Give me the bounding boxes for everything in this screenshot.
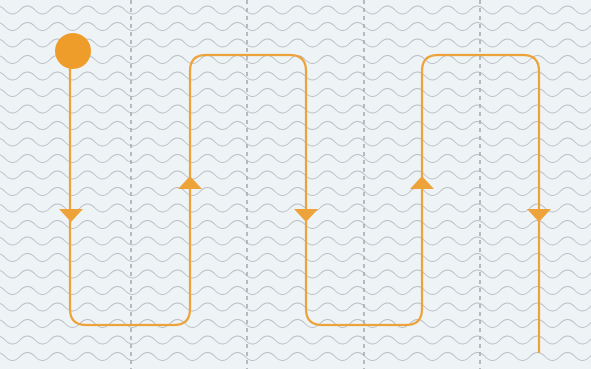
wavy-line [0,38,591,48]
wavy-line [0,104,591,114]
wavy-line [0,137,591,147]
wavy-line [0,5,591,15]
wavy-line [0,121,591,130]
direction-arrows [59,176,551,222]
wavy-line-pattern [0,5,591,361]
wavy-line [0,22,591,31]
wavy-line [0,203,591,213]
wavy-line [0,352,591,361]
arrow-up-icon [410,176,434,189]
wavy-line [0,170,591,180]
wavy-line [0,269,591,279]
wavy-line [0,302,591,312]
dashed-column-dividers [130,0,481,369]
wavy-line [0,220,591,229]
wavy-line [0,335,591,345]
wavy-line [0,71,591,81]
arrow-down-icon [527,209,551,222]
serpentine-route-path [68,48,541,354]
arrow-up-icon [178,176,202,189]
wavy-line [0,88,591,97]
start-marker-circle [55,33,91,69]
wavy-line [0,154,591,163]
wavy-line [0,286,591,295]
wavy-line [0,187,591,196]
wavy-line [0,319,591,328]
wavy-line [0,253,591,262]
wavy-line [0,236,591,246]
arrow-down-icon [59,209,83,222]
arrow-down-icon [294,209,318,222]
